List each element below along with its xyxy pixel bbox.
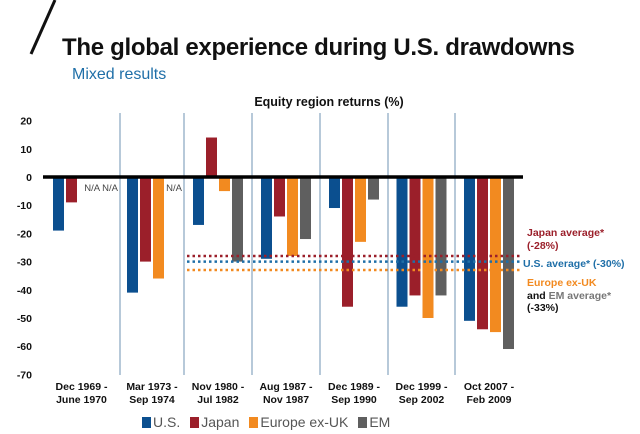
y-tick-label: 10 [20,144,32,156]
legend-label-em: EM [369,414,391,430]
japan-average-annotation: Japan average* (-28%) [527,227,604,252]
x-category-label: Sep 1974 [129,394,175,406]
bar-europe-ex-uk [287,177,298,256]
y-tick-label: -30 [17,257,32,269]
bar-u-s [261,177,272,259]
x-category-label: Nov 1980 - [192,381,245,393]
bar-japan [342,177,353,307]
decorative-slash [29,0,57,55]
europe-average-label: Europe ex-UK [527,277,597,289]
bar-u-s [464,177,475,321]
y-tick-label: -10 [17,200,32,212]
us-average-annotation: U.S. average* (-30%) [523,258,625,270]
legend-label-japan: Japan [201,414,240,430]
y-tick-label: 20 [20,116,32,128]
legend-item-us: U.S. [142,414,180,430]
bar-japan [274,177,285,217]
bar-em [503,177,514,350]
y-tick-label: -50 [17,313,32,325]
chart-title: Equity region returns (%) [254,95,404,109]
legend-label-us: U.S. [153,414,181,430]
y-tick-label: -20 [17,228,32,240]
page-title: The global experience during U.S. drawdo… [62,34,575,61]
bar-em [435,177,447,296]
page-subtitle: Mixed results [72,66,167,83]
bar-europe-ex-uk [422,177,434,318]
x-category-label: Sep 1990 [331,394,377,406]
x-category-label: Dec 1969 - [56,381,108,393]
legend-item-japan: Japan [190,414,239,430]
japan-average-label: Japan average* [527,227,605,239]
bar-japan [409,177,421,296]
x-category-label: Sep 2002 [399,394,445,406]
bar-europe-ex-uk [355,177,366,242]
bar-u-s [396,177,408,307]
bar-em [232,177,243,262]
y-tick-label: -70 [17,369,32,381]
em-average-label: EM average* [548,289,612,302]
legend-swatch-em [358,416,368,428]
bar-europe-ex-uk [153,177,164,279]
legend-swatch-us [142,416,151,428]
europe-em-average-value: (-33%) [527,302,559,314]
legend: U.S. Japan Europe ex-UK EM [142,414,390,430]
bar-u-s [329,177,340,209]
x-category-label: Oct 2007 - [464,381,515,393]
y-tick-label: -40 [17,285,32,297]
bar-japan [66,177,77,203]
bar-japan [477,177,488,330]
na-label: N/A N/A [84,183,118,194]
x-category-label: June 1970 [56,394,107,406]
x-category-label: Aug 1987 - [259,381,313,393]
legend-item-em: EM [358,414,390,430]
and-label: and [527,289,546,302]
bar-u-s [53,177,64,231]
x-category-label: Nov 1987 [263,394,309,406]
bar-japan [206,137,217,177]
x-category-label: Dec 1989 - [328,381,380,393]
legend-swatch-japan [190,416,200,428]
y-tick-label: 0 [26,172,32,184]
bar-europe-ex-uk [219,177,230,192]
legend-label-europe: Europe ex-UK [260,414,349,430]
europe-em-average-annotation: Europe ex-UK and EM average* (-33%) [527,277,611,315]
bar-em [368,177,379,200]
x-category-label: Dec 1999 - [396,381,448,393]
x-category-label: Mar 1973 - [126,381,178,393]
legend-swatch-europe [249,416,259,428]
bar-u-s [193,177,204,225]
bar-europe-ex-uk [490,177,501,333]
bar-em [300,177,311,240]
na-label: N/A [166,183,183,194]
y-tick-label: -60 [17,341,32,353]
japan-average-value: (-28%) [527,239,559,252]
bar-japan [140,177,151,262]
legend-item-europe: Europe ex-UK [249,414,348,430]
x-category-label: Feb 2009 [467,394,512,406]
bar-u-s [127,177,138,293]
x-category-label: Jul 1982 [197,394,239,406]
